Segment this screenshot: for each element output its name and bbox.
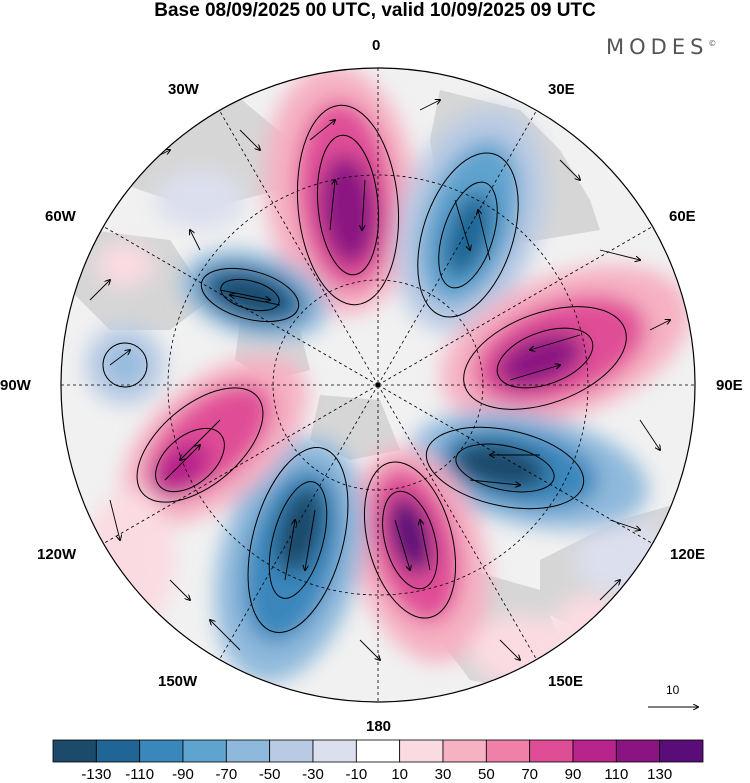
wind-vectors bbox=[89, 100, 670, 660]
colorbar-swatch bbox=[399, 739, 444, 763]
colorbar-tick-label: 110 bbox=[604, 766, 629, 783]
colorbar-tick-label: 30 bbox=[434, 766, 452, 783]
colorbar-tick-label: -30 bbox=[302, 766, 324, 783]
lon-label-30e: 30E bbox=[548, 81, 575, 98]
colorbar-swatch bbox=[269, 739, 314, 763]
colorbar-swatch bbox=[312, 739, 357, 763]
brand-name: MODES bbox=[606, 35, 709, 59]
lon-label-150w: 150W bbox=[158, 673, 198, 690]
brand-copyright-mark: © bbox=[708, 39, 717, 48]
north-pole-marker bbox=[375, 382, 381, 388]
colorbar bbox=[52, 739, 704, 763]
lon-label-60e: 60E bbox=[669, 208, 696, 225]
colorbar-swatch bbox=[615, 739, 661, 763]
colorbar-swatch bbox=[529, 739, 574, 763]
colorbar-tick-label: -10 bbox=[345, 766, 368, 783]
colorbar-swatch bbox=[225, 739, 271, 763]
colorbar-swatch bbox=[659, 739, 704, 763]
colorbar-swatch bbox=[485, 739, 531, 763]
map-boundary bbox=[60, 67, 696, 703]
colorbar-swatch bbox=[52, 739, 97, 763]
colorbar-tick-label: 130 bbox=[647, 766, 673, 783]
reference-vector-label: 10 bbox=[666, 683, 680, 697]
colorbar-swatch bbox=[139, 739, 184, 763]
colorbar-swatch bbox=[355, 739, 401, 763]
lon-label-90e: 90E bbox=[716, 377, 743, 394]
lon-label-180: 180 bbox=[366, 718, 392, 735]
lon-label-120e: 120E bbox=[670, 546, 706, 563]
streamlines bbox=[102, 104, 627, 633]
colorbar-tick-label: 10 bbox=[391, 766, 408, 783]
lon-label-90w: 90W bbox=[0, 377, 31, 394]
colorbar-tick-label: -110 bbox=[125, 766, 155, 783]
colorbar-tick-label: -50 bbox=[258, 766, 281, 783]
lon-label-150e: 150E bbox=[548, 673, 584, 690]
brand-logo: MODES© bbox=[606, 35, 716, 59]
colorbar-tick-label: -130 bbox=[81, 766, 112, 783]
colorbar-swatch bbox=[572, 739, 617, 763]
colorbar-swatch bbox=[182, 739, 227, 763]
colorbar-swatch bbox=[442, 739, 487, 763]
graticule bbox=[61, 68, 695, 702]
colorbar-tick-label: -90 bbox=[172, 766, 194, 783]
lon-label-120w: 120W bbox=[37, 546, 77, 563]
lon-label-0: 0 bbox=[372, 37, 381, 54]
map-title: Base 08/09/2025 00 UTC, valid 10/09/2025… bbox=[154, 0, 596, 21]
lon-label-60w: 60W bbox=[45, 208, 76, 225]
colorbar-swatch bbox=[95, 739, 141, 763]
colorbar-tick-label: -70 bbox=[215, 766, 238, 783]
colorbar-tick-label: 90 bbox=[564, 766, 582, 783]
colorbar-tick-label: 50 bbox=[477, 766, 495, 783]
colorbar-tick-label: 70 bbox=[521, 766, 538, 783]
lon-label-30w: 30W bbox=[168, 81, 199, 98]
